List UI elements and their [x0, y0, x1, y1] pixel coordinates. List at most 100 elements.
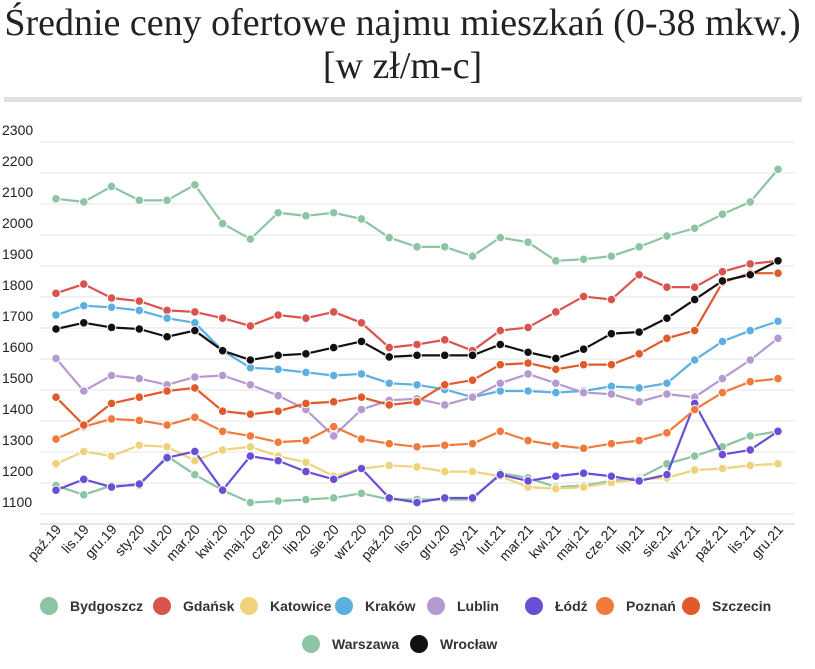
- data-point: [162, 442, 172, 452]
- data-point: [384, 400, 395, 410]
- data-point: [606, 328, 617, 339]
- data-point: [412, 350, 422, 361]
- legend-swatch: [40, 597, 58, 615]
- legend-item[interactable]: Poznań: [596, 594, 676, 618]
- data-point: [773, 459, 783, 469]
- data-point: [689, 325, 700, 336]
- legend-label: Warszawa: [332, 636, 400, 652]
- data-point: [467, 466, 478, 477]
- data-point: [162, 195, 172, 206]
- data-point: [439, 493, 450, 503]
- legend-item[interactable]: Szczecin: [682, 594, 771, 618]
- data-point: [51, 310, 61, 320]
- legend-label: Szczecin: [712, 598, 772, 614]
- data-point: [634, 383, 644, 393]
- data-point: [106, 181, 117, 192]
- data-point: [689, 451, 700, 461]
- y-tick-label: 1100: [2, 494, 32, 510]
- legend-label: Łódź: [555, 598, 588, 614]
- data-point: [578, 482, 589, 492]
- data-point: [689, 294, 700, 305]
- data-point: [301, 398, 311, 409]
- x-tick-label: gru.19: [81, 521, 120, 561]
- data-point: [217, 218, 228, 229]
- data-point: [689, 355, 700, 365]
- data-point: [78, 300, 89, 311]
- data-point: [273, 364, 283, 375]
- data-point: [190, 372, 200, 382]
- data-point: [606, 251, 617, 261]
- data-point: [51, 288, 61, 299]
- data-point: [162, 313, 172, 323]
- legend-item[interactable]: Katowice: [240, 594, 331, 618]
- data-point: [578, 443, 589, 454]
- data-point: [190, 469, 200, 480]
- data-point: [384, 460, 395, 471]
- line-chart: 1100 1200 1300 1400 1500 1600 1700 1800 1900 2000…: [2, 122, 795, 564]
- legend-swatch: [302, 635, 320, 653]
- data-point: [51, 434, 61, 444]
- data-point: [662, 282, 672, 292]
- data-point: [384, 352, 395, 362]
- data-point: [217, 485, 228, 496]
- data-point: [78, 490, 89, 500]
- data-point: [134, 195, 145, 206]
- x-tick-label: paź.19: [24, 521, 64, 563]
- data-point: [301, 466, 311, 477]
- data-point: [467, 375, 478, 385]
- legend-item[interactable]: Bydgoszcz: [40, 594, 143, 618]
- data-point: [245, 380, 256, 390]
- data-point: [106, 322, 117, 333]
- data-point: [134, 392, 145, 403]
- legend-label: Gdańsk: [183, 598, 235, 614]
- data-point: [273, 207, 283, 218]
- data-point: [689, 282, 700, 292]
- legend-label: Bydgoszcz: [70, 598, 144, 614]
- data-point: [190, 446, 200, 457]
- data-point: [190, 455, 200, 466]
- data-point: [745, 460, 756, 471]
- data-point: [439, 440, 450, 451]
- legend-item[interactable]: Wrocław: [410, 632, 497, 656]
- legend-item[interactable]: Gdańsk: [153, 594, 234, 618]
- legend-item[interactable]: Kraków: [335, 594, 416, 618]
- data-point: [606, 359, 617, 370]
- data-point: [356, 336, 367, 347]
- data-point: [328, 431, 339, 441]
- x-tick-label: sty.21: [445, 521, 481, 559]
- data-point: [78, 386, 89, 396]
- data-point: [773, 268, 783, 279]
- data-point: [467, 350, 478, 361]
- data-point: [217, 313, 228, 323]
- data-point: [662, 469, 672, 480]
- data-point: [495, 232, 506, 243]
- legend-item[interactable]: Łódź: [525, 594, 588, 618]
- data-point: [551, 364, 561, 375]
- legend-label: Poznań: [626, 598, 676, 614]
- data-point: [78, 446, 89, 457]
- data-point: [384, 342, 395, 353]
- data-point: [384, 493, 395, 503]
- data-point: [134, 324, 145, 334]
- data-point: [328, 421, 339, 432]
- legend-label: Kraków: [365, 598, 416, 614]
- data-point: [578, 291, 589, 302]
- data-point: [356, 488, 367, 499]
- data-point: [245, 497, 256, 508]
- legend-item[interactable]: Lublin: [427, 594, 499, 618]
- data-point: [717, 209, 728, 220]
- data-point: [523, 358, 533, 368]
- legend-swatch: [427, 597, 445, 615]
- y-tick-label: 1400: [2, 401, 33, 417]
- data-point: [301, 349, 311, 359]
- data-point: [245, 451, 256, 461]
- data-point: [190, 412, 200, 423]
- data-point: [578, 254, 589, 265]
- legend-swatch: [240, 597, 258, 615]
- data-point: [134, 296, 145, 306]
- data-point: [523, 347, 533, 358]
- data-point: [523, 369, 533, 379]
- data-point: [412, 242, 422, 252]
- legend-item[interactable]: Warszawa: [302, 632, 399, 656]
- legend-label: Wrocław: [440, 636, 498, 652]
